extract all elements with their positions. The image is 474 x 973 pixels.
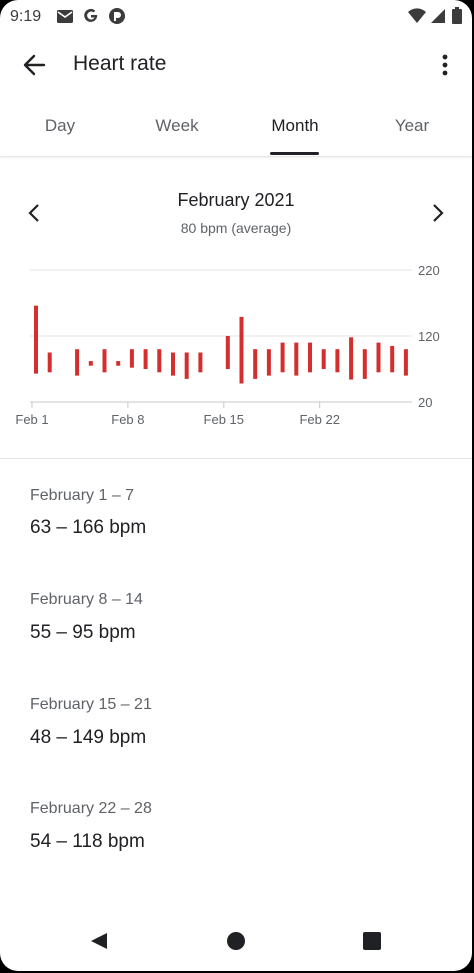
divider	[0, 458, 472, 459]
heart-rate-chart: 220 120 20 Feb 1 Feb 8 Feb 15 Feb 22	[15, 263, 440, 427]
range-bar[interactable]	[266, 349, 271, 376]
range-bar[interactable]	[129, 349, 134, 368]
range-bar[interactable]	[116, 361, 121, 366]
page-title: Heart rate	[73, 52, 167, 75]
chevron-left-icon	[28, 204, 39, 222]
y-tick-label: 20	[418, 395, 432, 410]
week-1-range: 63 – 166 bpm	[30, 517, 147, 538]
range-bar[interactable]	[157, 349, 162, 373]
wifi-icon	[408, 8, 426, 29]
range-bar[interactable]	[34, 305, 38, 374]
status-bar: 9:19	[0, 0, 472, 34]
range-bar[interactable]	[184, 352, 189, 379]
active-tab-indicator	[270, 152, 319, 155]
chevron-right-icon	[433, 204, 444, 222]
range-bar[interactable]	[294, 342, 299, 376]
status-time: 9:19	[10, 8, 42, 25]
week-4-range: 54 – 118 bpm	[30, 831, 145, 852]
range-bar[interactable]	[376, 342, 381, 373]
cell-signal-icon	[430, 8, 446, 29]
next-month-button[interactable]	[428, 200, 448, 226]
more-vert-icon	[442, 54, 448, 76]
month-title: February 2021	[177, 190, 295, 210]
range-bar[interactable]	[102, 349, 107, 373]
range-bar[interactable]	[171, 352, 175, 376]
battery-icon	[452, 7, 462, 29]
app-bar: Heart rate	[0, 34, 472, 96]
range-bar[interactable]	[335, 349, 340, 373]
tab-week[interactable]: Week	[155, 116, 199, 135]
x-tick-label: Feb 1	[15, 412, 48, 427]
range-bar[interactable]	[239, 316, 244, 384]
more-options-button[interactable]	[436, 50, 454, 80]
week-4-label: February 22 – 28	[30, 800, 152, 817]
arrow-back-icon	[23, 54, 46, 76]
nav-back-icon[interactable]	[89, 931, 109, 951]
range-bar[interactable]	[88, 361, 93, 366]
week-1-label: February 1 – 7	[30, 487, 135, 504]
range-bar[interactable]	[390, 345, 395, 373]
app-notification-icon	[108, 7, 126, 30]
range-bar[interactable]	[143, 349, 148, 369]
x-tick-label: Feb 22	[299, 412, 339, 427]
tab-day[interactable]: Day	[44, 116, 76, 135]
range-bar[interactable]	[225, 336, 230, 369]
range-bar[interactable]	[403, 349, 408, 376]
week-2-label: February 8 – 14	[30, 591, 143, 608]
nav-recents-icon[interactable]	[362, 931, 382, 951]
x-tick-label: Feb 8	[111, 412, 144, 427]
google-icon	[82, 7, 100, 30]
back-button[interactable]	[20, 50, 50, 80]
range-bar[interactable]	[198, 352, 203, 373]
nav-home-icon[interactable]	[226, 931, 246, 951]
y-tick-label: 220	[418, 263, 440, 278]
tab-bar: Day Week Month Year	[0, 100, 472, 157]
system-nav-bar	[0, 910, 472, 971]
previous-month-button[interactable]	[24, 200, 44, 226]
range-bar[interactable]	[280, 342, 285, 373]
week-2-range: 55 – 95 bpm	[30, 622, 136, 643]
range-bar[interactable]	[75, 349, 80, 376]
range-bar[interactable]	[349, 337, 354, 380]
week-3-range: 48 – 149 bpm	[30, 727, 147, 748]
average-bpm: 80 bpm (average)	[180, 220, 292, 236]
week-3-label: February 15 – 21	[30, 696, 152, 713]
range-bar[interactable]	[321, 349, 326, 369]
gmail-icon	[56, 9, 74, 29]
range-bar[interactable]	[362, 349, 367, 379]
tab-year[interactable]: Year	[394, 116, 430, 135]
tab-month[interactable]: Month	[271, 116, 319, 135]
y-tick-label: 120	[418, 329, 440, 344]
range-bar[interactable]	[308, 342, 312, 373]
range-bar[interactable]	[253, 349, 258, 379]
range-bar[interactable]	[47, 352, 52, 373]
x-tick-label: Feb 15	[204, 412, 244, 427]
